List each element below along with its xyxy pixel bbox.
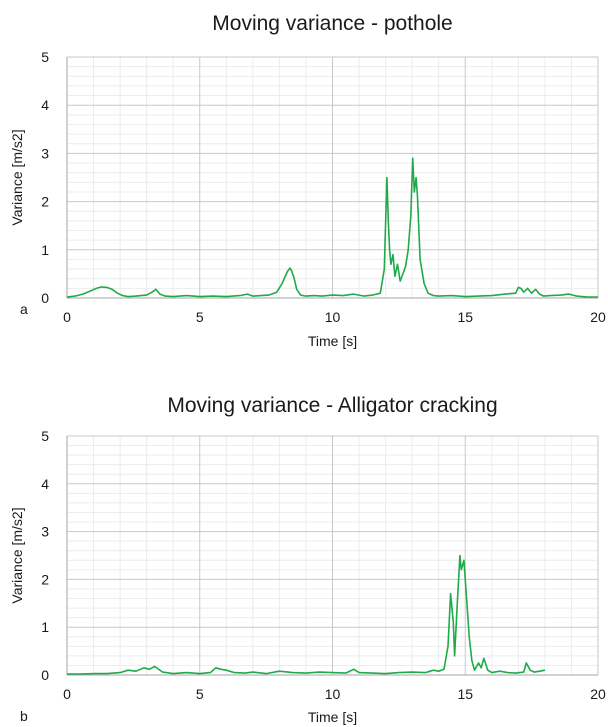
y-axis-label: Variance [m/s2] <box>9 129 25 225</box>
panel-label: a <box>20 301 28 317</box>
chart-panel-a: 0 1 2 3 4 5 0 5 10 15 20 Moving variance - pothole T… <box>9 12 606 349</box>
y-tick-label: 5 <box>41 428 49 444</box>
x-tick-label: 15 <box>457 309 473 325</box>
x-tick-label: 10 <box>325 309 341 325</box>
x-tick-label: 10 <box>325 686 341 702</box>
y-tick-label: 3 <box>41 524 49 540</box>
y-tick-label: 3 <box>41 145 49 161</box>
y-tick-label: 5 <box>41 49 49 65</box>
y-tick-label: 0 <box>41 667 49 683</box>
y-tick-label: 2 <box>41 194 49 210</box>
x-tick-label: 5 <box>196 309 204 325</box>
x-axis-label: Time [s] <box>308 333 357 349</box>
x-tick-label: 0 <box>63 309 71 325</box>
y-tick-label: 4 <box>41 97 49 113</box>
chart-title: Moving variance - Alligator cracking <box>167 394 497 417</box>
y-tick-label: 4 <box>41 476 49 492</box>
x-axis-label: Time [s] <box>308 709 357 725</box>
y-tick-label: 1 <box>41 242 49 258</box>
x-tick-label: 20 <box>590 686 606 702</box>
y-tick-label: 2 <box>41 571 49 587</box>
y-tick-label: 1 <box>41 619 49 635</box>
series-line <box>67 554 546 675</box>
x-tick-label: 0 <box>63 686 71 702</box>
x-tick-label: 20 <box>590 309 606 325</box>
x-tick-label: 5 <box>196 686 204 702</box>
chart-title: Moving variance - pothole <box>212 12 452 35</box>
y-axis-label: Variance [m/s2] <box>9 507 25 603</box>
x-tick-label: 15 <box>457 686 473 702</box>
panel-label: b <box>20 708 28 724</box>
chart-panel-b: 0 1 2 3 4 5 0 5 10 15 20 Moving variance - Alligato… <box>9 394 606 725</box>
y-tick-label: 0 <box>41 290 49 306</box>
series-line <box>66 157 598 298</box>
